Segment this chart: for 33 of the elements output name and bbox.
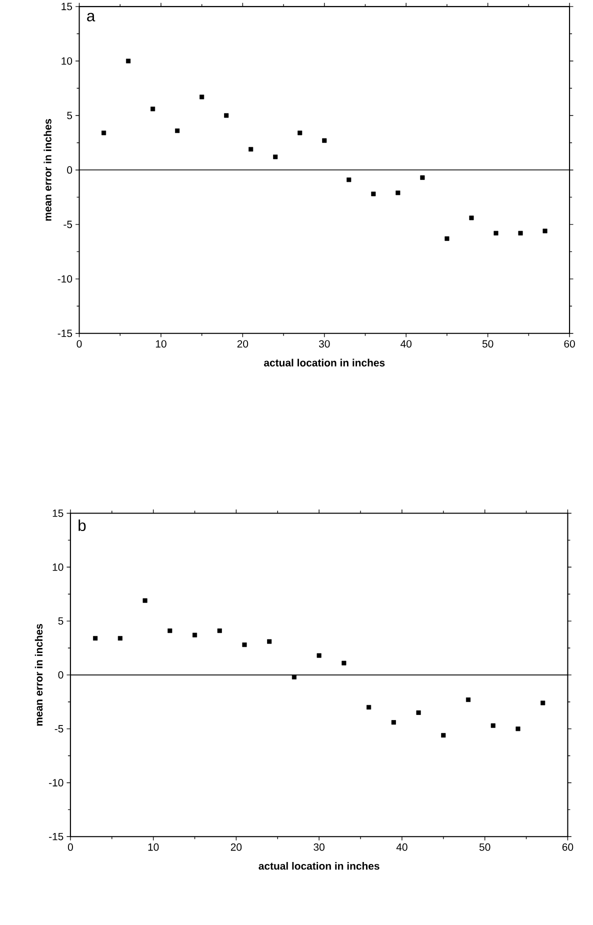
x-tick-label: 40 bbox=[400, 340, 412, 348]
y-tick-label: 15 bbox=[53, 510, 64, 517]
y-tick-label: -15 bbox=[58, 330, 72, 338]
x-axis-title: actual location in inches bbox=[264, 358, 385, 366]
y-axis-title: mean error in inches bbox=[35, 624, 43, 726]
annotation: a bbox=[87, 12, 96, 22]
y-tick-label: 5 bbox=[67, 112, 72, 120]
y-tick-label: 10 bbox=[62, 57, 72, 65]
x-tick-label: 60 bbox=[562, 843, 574, 851]
x-tick-label: 0 bbox=[77, 340, 82, 348]
annotation: b bbox=[78, 520, 86, 532]
y-tick-label: 5 bbox=[58, 617, 64, 625]
x-tick-label: 40 bbox=[396, 843, 408, 851]
y-tick-label: 0 bbox=[58, 671, 64, 679]
x-tick-label: 10 bbox=[148, 843, 159, 851]
x-tick-label: 20 bbox=[238, 340, 248, 348]
x-axis-title: actual location in inches bbox=[258, 862, 380, 870]
x-tick-label: 50 bbox=[480, 843, 490, 851]
y-axis-title: mean error in inches bbox=[44, 119, 52, 221]
y-tick-label: -10 bbox=[49, 779, 64, 786]
x-tick-label: 50 bbox=[482, 340, 494, 348]
y-tick-label: -5 bbox=[55, 725, 64, 732]
x-tick-label: 30 bbox=[314, 843, 325, 851]
y-tick-label: -10 bbox=[58, 275, 72, 283]
y-tick-label: -15 bbox=[49, 832, 64, 840]
y-tick-label: 15 bbox=[62, 2, 72, 10]
y-tick-label: -5 bbox=[64, 220, 72, 228]
y-tick-label: 10 bbox=[53, 563, 64, 571]
x-tick-label: 30 bbox=[319, 340, 330, 348]
x-tick-label: 10 bbox=[156, 340, 167, 348]
x-tick-label: 20 bbox=[231, 843, 242, 851]
y-tick-label: 0 bbox=[67, 166, 72, 174]
x-tick-label: 60 bbox=[564, 340, 576, 348]
